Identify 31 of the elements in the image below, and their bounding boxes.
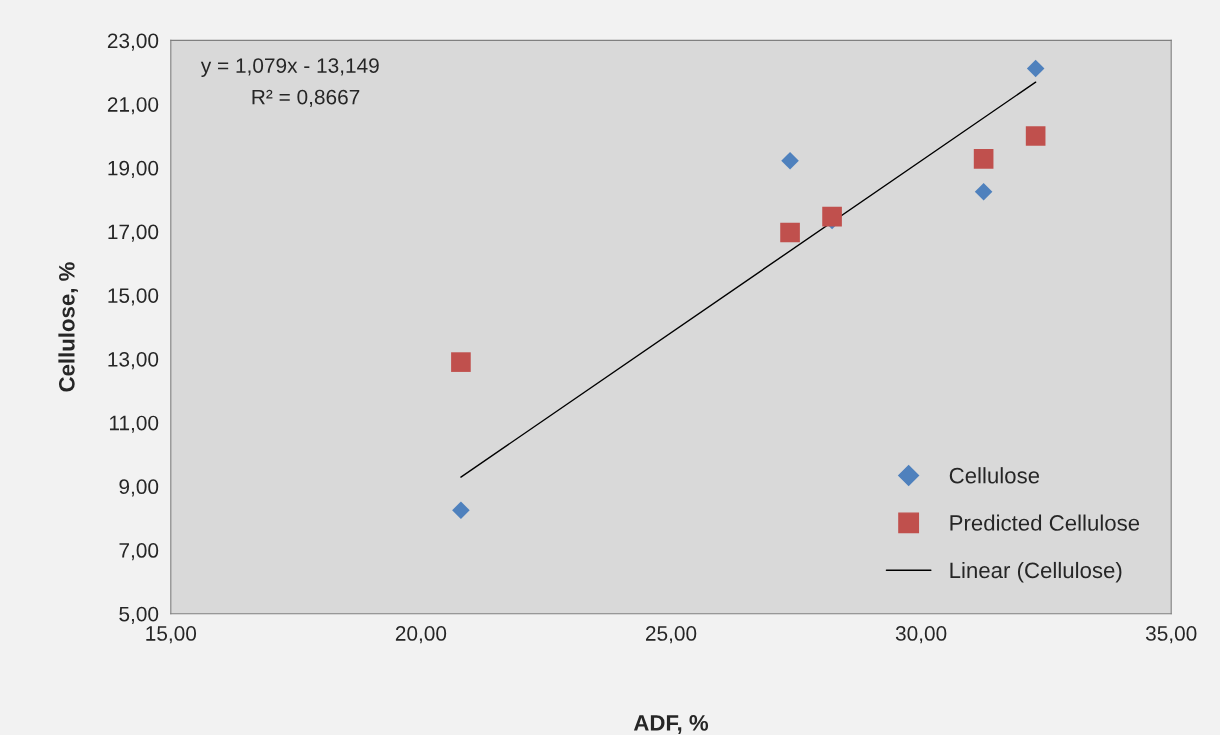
y-tick-label: 13,00 [108,351,159,370]
x-axis-title: ADF, % [633,715,709,734]
y-tick-label: 23,00 [107,33,159,51]
y-axis-title: Cellulose, % [58,262,78,392]
annotation: y = 1,079x - 13,149 [200,58,379,78]
y-tick-label: 19,00 [108,160,159,179]
point [822,206,842,227]
point [452,501,470,519]
legend-label: Predicted Cellulose [950,514,1140,531]
y-tick-label: 11,00 [109,415,159,433]
point [781,152,799,170]
point [974,182,993,201]
y-tick-label: 9,00 [119,479,159,497]
y-tick-label: 7,00 [119,543,159,561]
legend-label: Cellulose [949,467,1040,484]
x-tick-label: 30,00 [895,626,947,644]
x-tick-label: 20,00 [395,626,447,644]
x-tick-label: 35,00 [1145,626,1197,644]
legend-label: Linear (Cellulose) [950,561,1122,583]
point [780,222,800,243]
y-tick-label: 5,00 [119,606,159,624]
annotation: R² = 0,8667 [252,89,360,107]
y-tick-label: 15,00 [108,288,159,306]
y-tick-label: 17,00 [108,224,159,242]
point [1026,59,1045,78]
x-tick-label: 25,00 [645,626,697,644]
point [1025,126,1046,146]
x-tick-label: 15,00 [146,626,197,644]
point [973,149,994,169]
point [451,352,471,372]
y-tick-label: 21,00 [107,97,159,115]
